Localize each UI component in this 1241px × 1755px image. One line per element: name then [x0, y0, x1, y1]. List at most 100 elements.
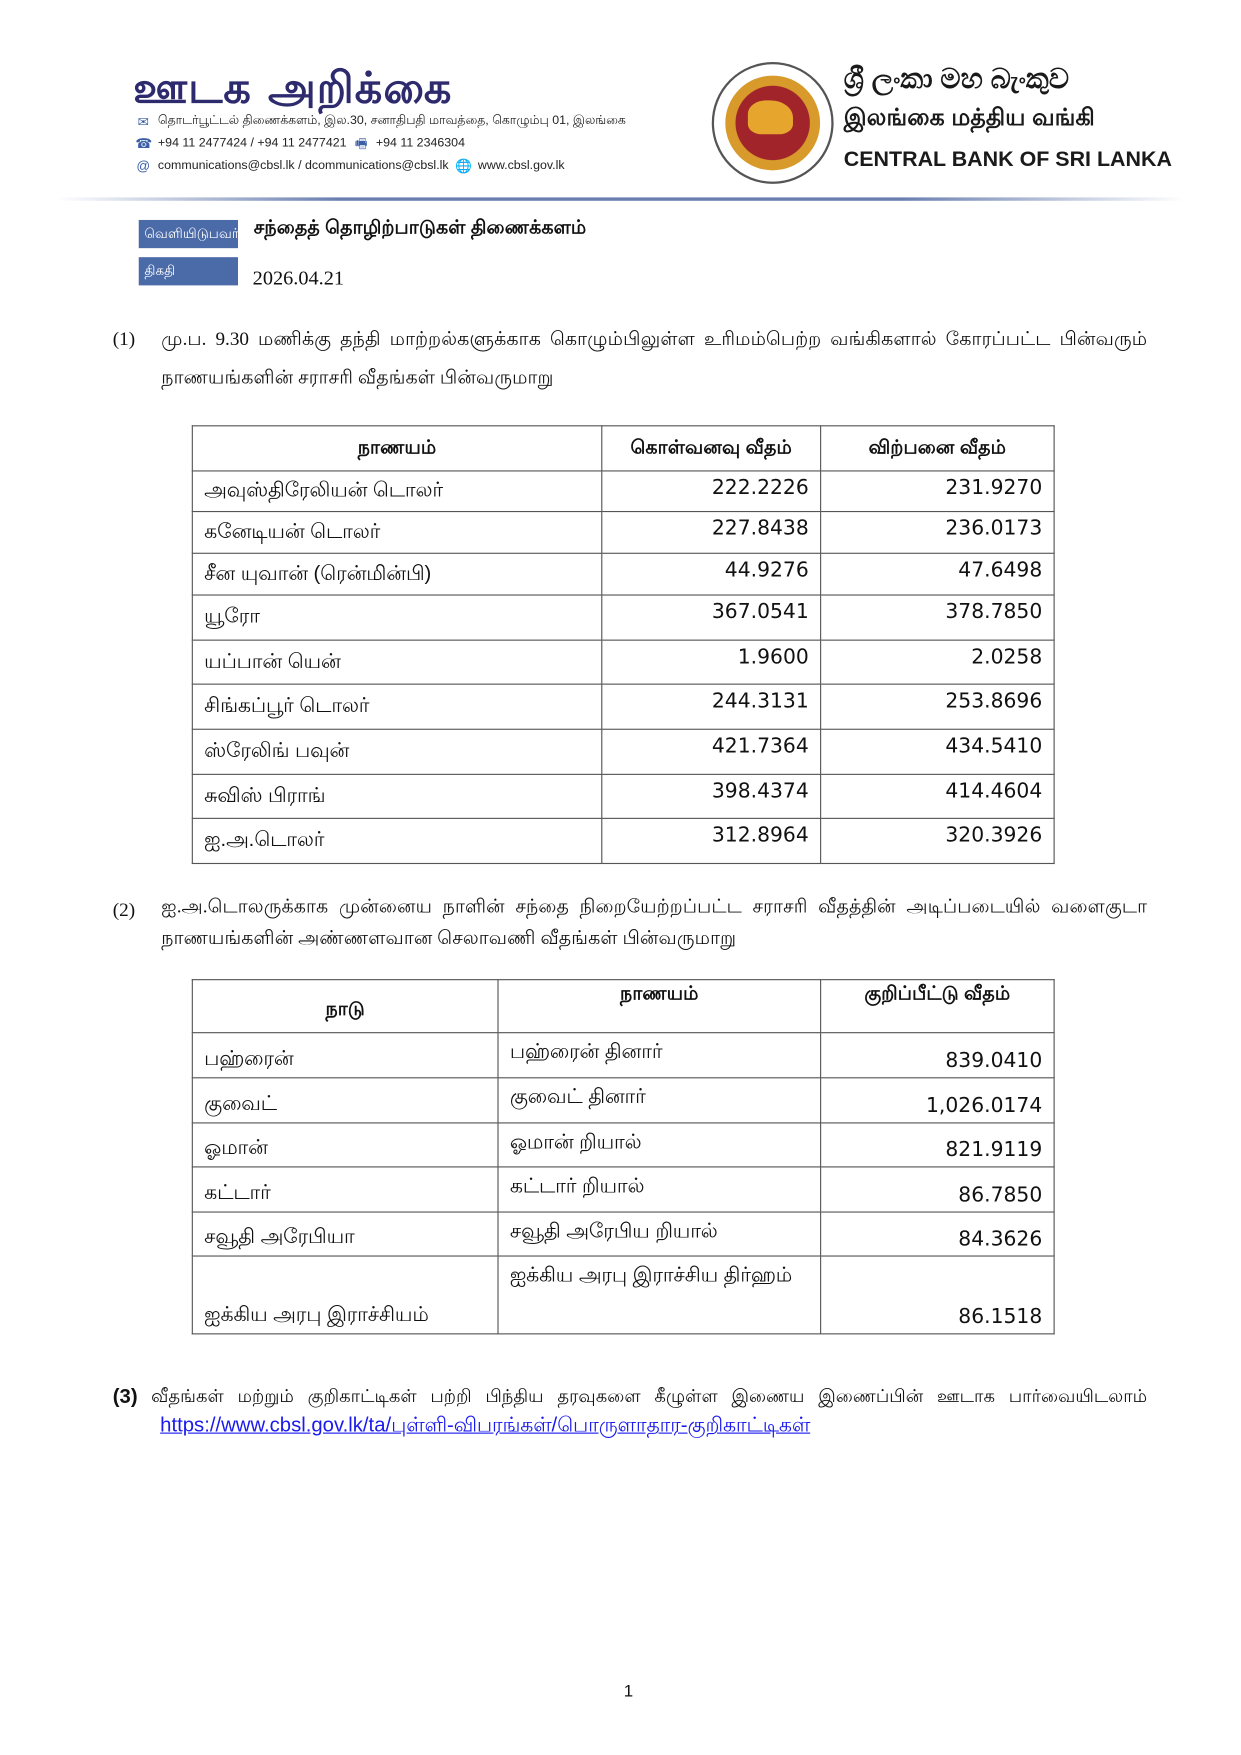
currency-cell: ஸ்ரேலிங் பவுன்	[191, 728, 603, 775]
column-header: குறிப்பீட்டு வீதம்	[820, 979, 1055, 1034]
table-row: ஸ்ரேலிங் பவுன் 421.7364 434.5410	[191, 728, 1055, 775]
currency-cell: ஐ.அ.டொலர்	[191, 817, 603, 865]
selling-rate-cell: 414.4604	[820, 773, 1055, 819]
release-date: 2026.04.21	[252, 266, 345, 289]
issuer-label: வெளியிடுபவர்	[138, 219, 239, 249]
indicative-rate-cell: 84.3626	[820, 1211, 1055, 1257]
table-row: ஓமான் ஓமான் றியால் 821.9119	[191, 1122, 1055, 1168]
buying-rate-cell: 244.3131	[601, 683, 822, 730]
indicative-rate-cell: 821.9119	[820, 1122, 1055, 1168]
column-header: நாணயம்	[191, 425, 603, 472]
country-cell: ஓமான்	[191, 1122, 499, 1168]
currency-cell: கட்டார் றியால்	[497, 1166, 822, 1213]
bank-name-english: CENTRAL BANK OF SRI LANKA	[843, 147, 1172, 172]
column-header: நாடு	[191, 979, 499, 1034]
table-row: சிங்கப்பூர் டொலர் 244.3131 253.8696	[191, 683, 1055, 730]
economic-indicators-link[interactable]: https://www.cbsl.gov.lk/ta/புள்ளி-விபரங்…	[160, 1413, 811, 1436]
buying-rate-cell: 227.8438	[601, 510, 822, 554]
section-2-paragraph: (2) ஐ.அ.டொலருக்காக முன்னைய நாளின் சந்தை …	[113, 891, 1147, 954]
issuer: சந்தைத் தொழிற்பாடுகள் திணைக்களம்	[253, 216, 587, 239]
fax-text: +94 11 2346304	[375, 136, 465, 151]
indicative-rate-cell: 86.7850	[820, 1166, 1055, 1213]
gulf-currency-table: நாடு நாணயம் குறிப்பீட்டு வீதம் பஹ்ரைன் பஹ…	[191, 979, 1055, 1335]
table-row: ஐ.அ.டொலர் 312.8964 320.3926	[191, 817, 1055, 865]
phone-text: +94 11 2477424 / +94 11 2477421	[157, 136, 347, 151]
header-divider	[56, 197, 1185, 201]
column-header: விற்பனை வீதம்	[820, 425, 1055, 472]
selling-rate-cell: 47.6498	[820, 552, 1055, 596]
table-row: கனேடியன் டொலர் 227.8438 236.0173	[191, 510, 1055, 554]
currency-cell: சுவிஸ் பிராங்	[191, 773, 603, 819]
buying-rate-cell: 312.8964	[601, 817, 822, 865]
buying-rate-cell: 367.0541	[601, 594, 822, 641]
email-text[interactable]: communications@cbsl.lk / dcommunications…	[157, 159, 449, 173]
masthead-title: ஊடக அறிக்கை	[133, 63, 453, 113]
selling-rate-cell: 434.5410	[820, 728, 1055, 775]
currency-cell: யூரோ	[191, 594, 603, 641]
table-header-row: நாணயம் கொள்வனவு வீதம் விற்பனை வீதம்	[191, 425, 1055, 472]
table-row: யப்பான் யென் 1.9600 2.0258	[191, 639, 1055, 685]
currency-cell: அவுஸ்திரேலியன் டொலர்	[191, 470, 603, 513]
currency-cell: சிங்கப்பூர் டொலர்	[191, 683, 603, 730]
section-3-text: வீதங்கள் மற்றும் குறிகாட்டிகள் பற்றி பிந…	[151, 1387, 1148, 1407]
country-cell: ஐக்கிய அரபு இராச்சியம்	[191, 1255, 499, 1335]
website-text[interactable]: www.cbsl.gov.lk	[477, 159, 565, 173]
at-icon: @	[136, 157, 151, 174]
section-3-paragraph: (3) வீதங்கள் மற்றும் குறிகாட்டிகள் பற்றி…	[113, 1383, 1147, 1441]
buying-rate-cell: 44.9276	[601, 552, 822, 596]
country-cell: கட்டார்	[191, 1166, 499, 1213]
date-label: திகதி	[138, 257, 239, 286]
phone-line: ☎ +94 11 2477424 / +94 11 2477421 🖷 +94 …	[135, 136, 465, 150]
currency-cell: சீன யுவான் (ரென்மின்பி)	[191, 552, 603, 596]
currency-cell: ஓமான் றியால்	[497, 1122, 822, 1168]
table-row: ஐக்கிய அரபு இராச்சியம் ஐக்கிய அரபு இராச்ச…	[191, 1255, 1055, 1335]
country-cell: சவூதி அரேபியா	[191, 1211, 499, 1257]
selling-rate-cell: 320.3926	[820, 817, 1055, 865]
indicative-rate-cell: 1,026.0174	[820, 1077, 1055, 1124]
selling-rate-cell: 231.9270	[820, 470, 1055, 513]
column-header: கொள்வனவு வீதம்	[601, 425, 822, 472]
buying-rate-cell: 421.7364	[601, 728, 822, 775]
table-row: சுவிஸ் பிராங் 398.4374 414.4604	[191, 773, 1055, 819]
selling-rate-cell: 378.7850	[820, 594, 1055, 641]
section-1-paragraph: (1) மு.ப. 9.30 மணிக்கு தந்தி மாற்றல்களுக…	[113, 320, 1147, 397]
section-number: (1)	[112, 328, 136, 350]
table-row: யூரோ 367.0541 378.7850	[191, 594, 1055, 641]
currency-cell: ஐக்கிய அரபு இராச்சிய திர்ஹம்	[497, 1255, 822, 1335]
fax-icon: 🖷	[354, 134, 368, 151]
bank-name-sinhala: ශ්‍රී ලංකා මහ බැංකුව	[843, 63, 1070, 95]
country-cell: குவைட்	[191, 1077, 499, 1124]
section-number: (3)	[112, 1385, 138, 1408]
table-row: குவைட் குவைட் தினார் 1,026.0174	[191, 1077, 1055, 1124]
table-row: சீன யுவான் (ரென்மின்பி) 44.9276 47.6498	[191, 552, 1055, 596]
email-line: @ communications@cbsl.lk / dcommunicatio…	[135, 157, 565, 174]
exchange-rate-table: நாணயம் கொள்வனவு வீதம் விற்பனை வீதம் அவுஸ…	[191, 425, 1055, 865]
selling-rate-cell: 2.0258	[820, 639, 1055, 685]
table-row: கட்டார் கட்டார் றியால் 86.7850	[191, 1166, 1055, 1213]
currency-cell: யப்பான் யென்	[191, 639, 603, 685]
lion-emblem-icon	[747, 100, 793, 135]
table-row: சவூதி அரேபியா சவூதி அரேபிய றியால் 84.3626	[191, 1211, 1055, 1257]
table-header-row: நாடு நாணயம் குறிப்பீட்டு வீதம்	[191, 979, 1055, 1034]
bank-name-tamil: இலங்கை மத்திய வங்கி	[843, 104, 1095, 131]
buying-rate-cell: 398.4374	[601, 773, 822, 819]
section-text: ஐ.அ.டொலருக்காக முன்னைய நாளின் சந்தை நிறை…	[161, 895, 1148, 949]
section-text: வீதங்கள் மற்றும் குறிகாட்டிகள் பற்றி பிந…	[151, 1383, 1147, 1441]
envelope-icon: ✉	[137, 113, 149, 130]
buying-rate-cell: 1.9600	[601, 639, 822, 685]
section-text: மு.ப. 9.30 மணிக்கு தந்தி மாற்றல்களுக்காக…	[161, 328, 1148, 389]
address-line: ✉ தொடர்பூட்டல் திணைக்களம், இல.30, சனாதிப…	[135, 113, 626, 130]
cbsl-logo	[711, 62, 834, 184]
phone-icon: ☎	[135, 134, 153, 151]
indicative-rate-cell: 86.1518	[820, 1255, 1055, 1335]
currency-cell: சவூதி அரேபிய றியால்	[497, 1211, 822, 1257]
selling-rate-cell: 253.8696	[820, 683, 1055, 730]
column-header: நாணயம்	[497, 979, 822, 1034]
address-text: தொடர்பூட்டல் திணைக்களம், இல.30, சனாதிபதி…	[157, 113, 626, 128]
globe-icon: 🌐	[455, 157, 473, 174]
country-cell: பஹ்ரைன்	[191, 1032, 499, 1079]
table-row: பஹ்ரைன் பஹ்ரைன் தினார் 839.0410	[191, 1032, 1055, 1079]
currency-cell: பஹ்ரைன் தினார்	[497, 1032, 822, 1079]
page-number: 1	[623, 1681, 634, 1702]
